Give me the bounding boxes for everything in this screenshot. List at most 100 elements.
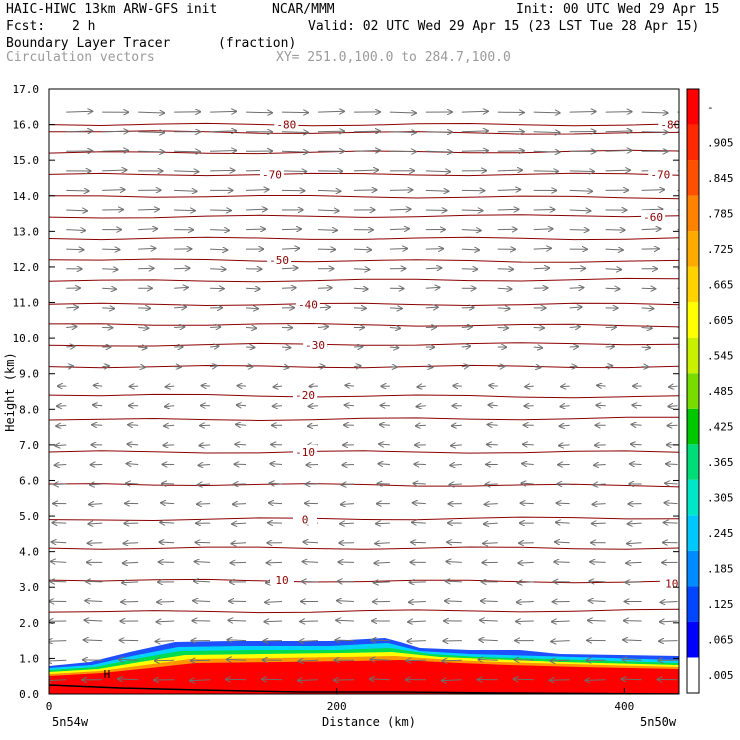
vector-arrow — [51, 561, 67, 562]
vector-arrow — [641, 327, 652, 328]
vector-arrow — [233, 504, 247, 505]
vector-arrow — [174, 190, 196, 191]
vector-arrow — [659, 641, 678, 642]
contour-line — [49, 277, 679, 283]
colorbar-label: .305 — [707, 492, 734, 505]
y-tick-label: 4.0 — [19, 546, 39, 559]
vector-arrow — [641, 288, 656, 289]
vector-arrow — [210, 346, 218, 347]
vector-arrow — [66, 346, 74, 347]
colorbar-swatch — [687, 621, 699, 658]
contour-label: -80 — [276, 119, 296, 132]
vector-arrow — [559, 445, 570, 446]
vector-arrow — [497, 288, 512, 289]
vector-arrow — [160, 522, 175, 523]
vector-arrow — [306, 464, 318, 465]
plot-background — [49, 89, 679, 694]
vector-arrow — [425, 171, 450, 172]
vector-arrow — [461, 131, 488, 132]
vector-arrow — [56, 425, 67, 426]
vector-arrow — [49, 680, 67, 681]
vector-arrow — [588, 620, 606, 621]
contour-line — [49, 483, 679, 488]
vector-arrow — [630, 464, 642, 465]
contour-line — [49, 214, 679, 219]
vector-arrow — [389, 190, 412, 191]
vector-arrow — [533, 132, 560, 133]
vector-arrow — [461, 269, 477, 270]
vector-arrow — [623, 640, 642, 641]
vector-arrow — [197, 504, 211, 505]
vector-arrow — [497, 190, 520, 191]
vector-arrow — [461, 151, 488, 152]
colorbar-swatch — [687, 231, 699, 267]
vector-arrow — [166, 386, 175, 387]
vector-arrow — [353, 249, 371, 250]
vector-arrow — [317, 190, 340, 191]
vector-arrow — [378, 464, 390, 465]
vector-arrow — [569, 307, 582, 308]
vector-arrow — [66, 230, 85, 231]
vector-arrow — [161, 503, 175, 504]
vectors-label: Circulation vectors — [6, 50, 155, 65]
vector-arrow — [102, 288, 116, 289]
vector-arrow — [281, 229, 301, 230]
vector-arrow — [497, 327, 508, 328]
vector-arrow — [273, 406, 283, 407]
y-tick-label: 13.0 — [13, 225, 40, 238]
surface-high-marker: H — [104, 668, 111, 681]
vector-arrow — [641, 347, 650, 348]
vector-arrow — [533, 268, 549, 269]
y-tick-label: 12.0 — [13, 261, 40, 274]
vector-arrow — [445, 601, 462, 602]
vector-arrow — [341, 504, 354, 505]
vector-arrow — [66, 249, 83, 250]
vector-arrow — [557, 503, 570, 504]
vector-arrow — [94, 385, 103, 386]
vector-arrow — [210, 111, 236, 112]
vector-arrow — [66, 111, 92, 112]
vector-arrow — [193, 601, 211, 602]
vector-arrow — [345, 385, 354, 386]
colorbar-label: - — [707, 101, 714, 114]
vector-arrow — [605, 170, 630, 171]
vector-arrow — [335, 640, 354, 641]
vector-arrow — [552, 621, 570, 622]
vector-arrow — [461, 346, 470, 347]
contour-line — [49, 195, 679, 200]
vector-arrow — [235, 444, 247, 445]
vector-arrow — [190, 680, 211, 681]
vector-arrow — [156, 621, 175, 622]
contour-label-bg — [659, 576, 684, 589]
x-tick-label: 200 — [327, 700, 347, 713]
x-left-location: 5n54w — [52, 715, 89, 729]
vector-arrow — [497, 308, 510, 309]
vector-arrow — [641, 209, 663, 210]
colorbar-swatch — [687, 302, 699, 338]
vector-arrow — [102, 269, 117, 270]
colorbar-swatch — [687, 408, 699, 445]
vector-arrow — [299, 641, 318, 642]
vector-arrow — [533, 151, 560, 152]
valid-time: Valid: 02 UTC Wed 29 Apr 15 (23 LST Tue … — [308, 19, 700, 34]
vector-arrow — [627, 543, 642, 544]
vector-arrow — [497, 269, 513, 270]
y-tick-label: 17.0 — [13, 83, 40, 96]
vector-arrow — [605, 288, 620, 289]
vector-arrow — [127, 464, 139, 465]
org-label: NCAR/MMM — [272, 2, 335, 17]
contour-line — [49, 69, 679, 72]
vector-arrow — [353, 131, 380, 132]
vector-arrow — [666, 464, 678, 465]
vector-arrow — [533, 171, 558, 172]
vector-arrow — [425, 190, 448, 191]
contour-label-bg — [274, 117, 299, 130]
contour-label-bg — [303, 338, 328, 351]
vector-arrow — [274, 386, 283, 387]
vector-arrow — [514, 660, 534, 661]
vector-arrow — [550, 680, 570, 681]
contour-line — [49, 302, 679, 307]
colorbar-swatch — [687, 337, 699, 374]
vector-arrow — [641, 112, 668, 113]
y-tick-label: 16.0 — [13, 119, 40, 132]
